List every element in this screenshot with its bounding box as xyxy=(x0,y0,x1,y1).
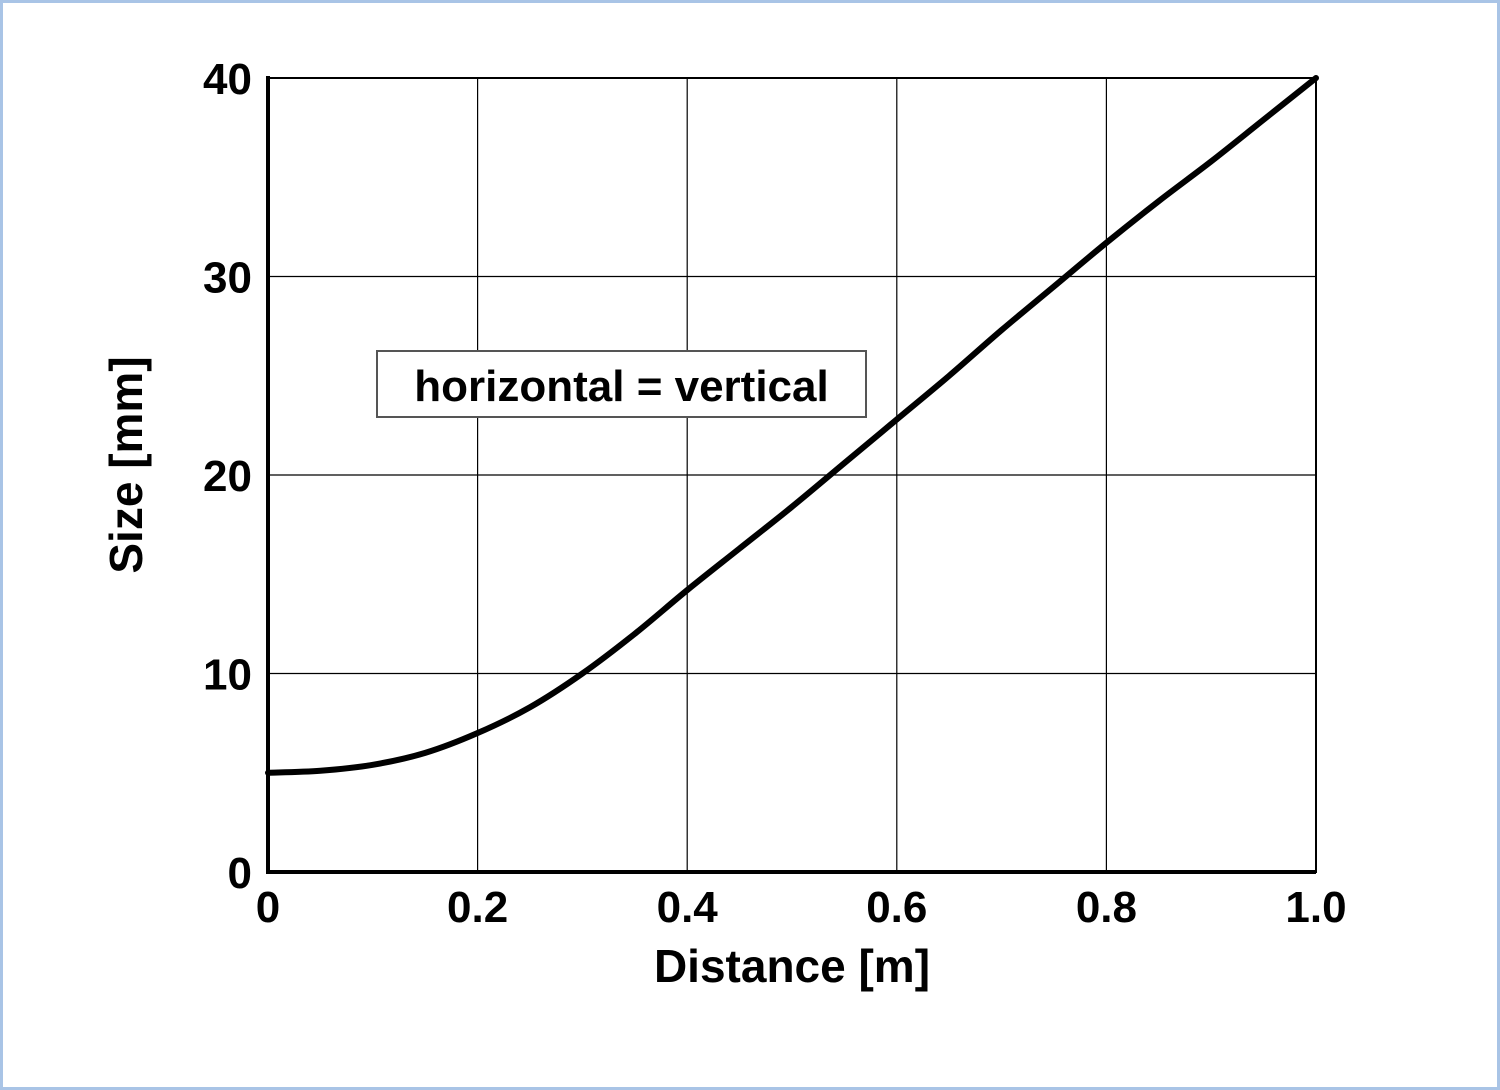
y-tick-label: 10 xyxy=(203,651,252,700)
x-axis-title: Distance [m] xyxy=(654,940,930,992)
y-tick-labels: 0 10 20 30 40 xyxy=(203,55,252,898)
x-tick-label: 1.0 xyxy=(1285,883,1346,932)
y-tick-label: 20 xyxy=(203,452,252,501)
y-tick-label: 40 xyxy=(203,55,252,104)
x-tick-label: 0.8 xyxy=(1076,883,1137,932)
series-line xyxy=(265,75,1319,776)
annotation-box: horizontal = vertical xyxy=(376,350,867,418)
x-tick-labels: 0 0.2 0.4 0.6 0.8 1.0 xyxy=(256,883,1347,932)
annotation-text: horizontal = vertical xyxy=(414,362,828,411)
y-tick-label: 30 xyxy=(203,254,252,303)
x-tick-label: 0.6 xyxy=(866,883,927,932)
grid-lines xyxy=(268,78,1316,872)
axes xyxy=(266,76,1316,874)
x-tick-label: 0 xyxy=(256,883,280,932)
y-tick-label: 0 xyxy=(228,849,252,898)
series-layer xyxy=(265,75,1319,776)
x-tick-label: 0.2 xyxy=(447,883,508,932)
y-axis-title: Size [mm] xyxy=(100,356,152,573)
x-tick-label: 0.4 xyxy=(657,883,719,932)
annotation-border xyxy=(376,350,867,418)
